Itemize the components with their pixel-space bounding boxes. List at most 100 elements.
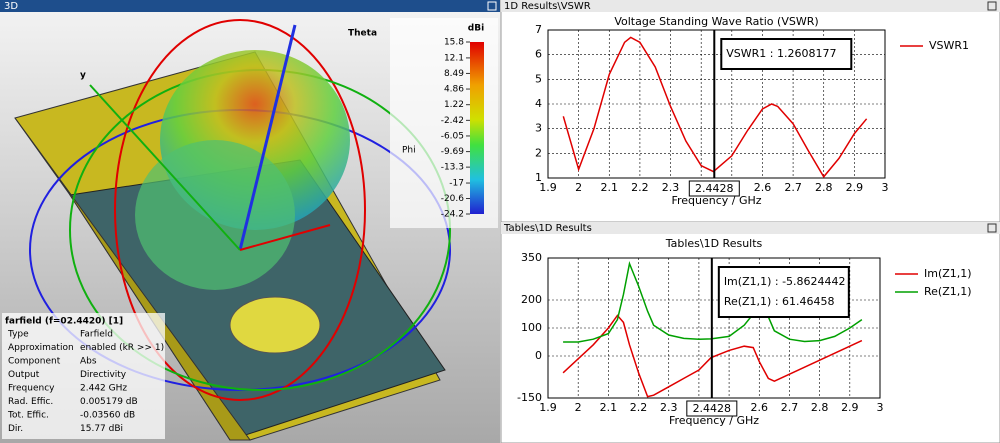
y-tick-label: 4 (535, 97, 542, 110)
y-tick-label: 5 (535, 72, 542, 85)
info-key: Rad. Effic. (8, 397, 53, 407)
colorbar-tick-label: -24.2 (441, 210, 464, 220)
x-tick-label: 1.9 (539, 181, 557, 194)
info-key: Type (7, 330, 29, 340)
y-tick-label: 0 (535, 349, 542, 362)
marker-label: VSWR1 : 1.2608177 (726, 47, 836, 60)
x-tick-label: 3 (882, 181, 889, 194)
x-axis-label: Frequency / GHz (671, 194, 761, 207)
y-tick-label: 1 (535, 171, 542, 184)
y-tick-label: 7 (535, 23, 542, 36)
x-tick-label: 2.8 (815, 181, 833, 194)
colorbar-unit: dBi (468, 24, 484, 34)
x-tick-label: 2.7 (781, 401, 799, 414)
colorbar (470, 42, 484, 214)
legend-label: Re(Z1,1) (924, 285, 972, 298)
colorbar-tick-label: 15.8 (444, 38, 464, 48)
colorbar-tick-label: -13.3 (441, 163, 464, 173)
chart-title: Voltage Standing Wave Ratio (VSWR) (614, 15, 818, 28)
colorbar-tick-label: -17 (449, 179, 464, 189)
panel-title: Tables\1D Results (503, 223, 592, 234)
x-tick-label: 2.6 (754, 181, 772, 194)
series-line (563, 260, 863, 343)
colorbar-tick-label: -2.42 (441, 116, 464, 126)
theta-circle (114, 19, 366, 401)
x-axis (239, 224, 331, 251)
marker-box (717, 266, 850, 318)
colorbar-tick-label: -20.6 (441, 194, 465, 204)
info-key: Approximation (8, 343, 74, 353)
x-tick-label: 1.9 (539, 401, 557, 414)
x-tick-label: 2 (575, 401, 582, 414)
info-value: enabled (kR >> 1) (80, 343, 164, 353)
x-tick-label: 2.2 (631, 181, 649, 194)
patch (229, 296, 321, 354)
legend-label: VSWR1 (929, 39, 969, 52)
y-axis (89, 84, 241, 251)
info-title: farfield (f=02.4420) [1] (5, 317, 123, 327)
x-tick-label: 2.8 (811, 401, 829, 414)
maximize-button[interactable] (987, 1, 997, 11)
marker-x-box (688, 180, 740, 197)
title-bar (0, 0, 500, 12)
x-tick-label: 2 (575, 181, 582, 194)
x-tick-label: 3 (877, 401, 884, 414)
marker-x-label: 2.4428 (693, 402, 732, 415)
info-box (2, 313, 165, 439)
colorbar-tick-label: -6.05 (441, 131, 464, 141)
info-value: Farfield (80, 330, 113, 340)
info-value: 0.005179 dB (80, 397, 138, 407)
colorbar-tick-label: 4.86 (444, 85, 464, 95)
info-rows: Type Farfield Approximation enabled (kR >> … (7, 330, 164, 435)
x-tick-label: 2.1 (601, 181, 619, 194)
maximize-button[interactable] (987, 223, 997, 233)
info-value: -0.03560 dB (80, 411, 135, 421)
marker-x-box (686, 400, 738, 417)
marker-box (720, 38, 853, 70)
z-axis (238, 24, 297, 251)
title-bar (501, 0, 1000, 12)
panel-title: 3D (4, 1, 18, 12)
x-tick-label: 2.9 (846, 181, 864, 194)
x-tick-label: 2.9 (841, 401, 859, 414)
marker-label: Re(Z1,1) : 61.46458 (724, 295, 835, 308)
y-tick-label: 2 (535, 146, 542, 159)
legend-label: Im(Z1,1) (924, 267, 972, 280)
x-tick-label: 2.2 (630, 401, 648, 414)
marker-x-label: 2.4428 (695, 182, 734, 195)
y-tick-label: 200 (521, 293, 542, 306)
x-axis-label: Frequency / GHz (669, 414, 759, 427)
panel-title: 1D Results\VSWR (504, 1, 591, 12)
chart-title: Tables\1D Results (665, 237, 763, 250)
info-value: Directivity (80, 370, 127, 380)
y-tick-label: 350 (521, 251, 542, 264)
title-bar (501, 222, 1000, 234)
info-key: Dir. (8, 424, 23, 434)
x-tick-label: 2.7 (784, 181, 802, 194)
info-value: Abs (80, 357, 97, 367)
y-tick-label: 100 (521, 321, 542, 334)
info-key: Tot. Effic. (7, 411, 49, 421)
axis-label: y (80, 71, 86, 81)
x-tick-label: 2.6 (751, 401, 769, 414)
colorbar-ticks: 15.8 12.1 8.49 4.86 1.22 -2.42 -6.05 -9.69 -13.3… (441, 38, 470, 220)
info-key: Frequency (8, 384, 55, 394)
pattern-side (135, 140, 295, 290)
x-tick-label: 2.3 (662, 181, 680, 194)
y-tick-label: -150 (517, 391, 542, 404)
colorbar-tick-label: 12.1 (444, 53, 464, 63)
info-key: Component (8, 357, 61, 367)
x-tick-label: 2.3 (660, 401, 678, 414)
info-value: 15.77 dBi (80, 424, 123, 434)
marker-label: Im(Z1,1) : -5.8624442 (724, 275, 846, 288)
colorbar-tick-label: 1.22 (444, 100, 464, 110)
maximize-button[interactable] (487, 1, 497, 11)
y-tick-label: 3 (535, 122, 542, 135)
info-key: Output (8, 370, 40, 380)
axis-label: Phi (402, 146, 416, 156)
colorbar-tick-label: 8.49 (444, 69, 464, 79)
axis-label: Theta (348, 29, 377, 39)
y-tick-label: 6 (535, 48, 542, 61)
info-value: 2.442 GHz (80, 384, 127, 394)
